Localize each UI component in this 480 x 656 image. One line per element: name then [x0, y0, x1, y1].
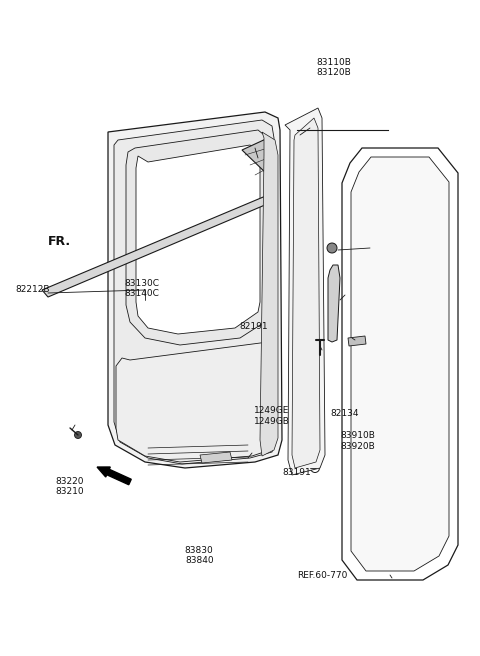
- FancyArrow shape: [97, 467, 131, 485]
- Circle shape: [258, 441, 266, 449]
- Circle shape: [327, 243, 337, 253]
- Text: 82212B: 82212B: [15, 285, 50, 295]
- Circle shape: [119, 176, 125, 184]
- Text: 82191: 82191: [239, 322, 268, 331]
- Text: 83910B
83920B: 83910B 83920B: [341, 431, 376, 451]
- Circle shape: [171, 346, 179, 354]
- Text: FR.: FR.: [48, 235, 71, 248]
- Circle shape: [258, 191, 266, 199]
- Polygon shape: [292, 118, 320, 468]
- Polygon shape: [200, 452, 232, 463]
- Circle shape: [258, 141, 266, 149]
- Polygon shape: [348, 336, 366, 346]
- Text: 83191: 83191: [282, 468, 311, 477]
- Polygon shape: [351, 157, 449, 571]
- Circle shape: [134, 356, 142, 364]
- Circle shape: [311, 464, 320, 472]
- Circle shape: [216, 341, 224, 349]
- Circle shape: [74, 432, 82, 438]
- Circle shape: [134, 306, 142, 314]
- Circle shape: [119, 396, 125, 403]
- Text: 83220
83210: 83220 83210: [55, 477, 84, 497]
- Text: 83830
83840: 83830 83840: [185, 546, 214, 565]
- Text: REF.60-770: REF.60-770: [297, 571, 347, 581]
- Polygon shape: [242, 138, 268, 175]
- Polygon shape: [285, 108, 325, 475]
- Circle shape: [258, 341, 266, 349]
- Circle shape: [119, 346, 125, 354]
- Polygon shape: [114, 120, 276, 464]
- Polygon shape: [342, 148, 458, 580]
- Text: 83110B
83120B: 83110B 83120B: [316, 58, 351, 77]
- Ellipse shape: [165, 374, 225, 446]
- Circle shape: [258, 291, 266, 299]
- Polygon shape: [260, 132, 278, 456]
- Text: 1249GE
1249GB: 1249GE 1249GB: [254, 406, 290, 426]
- Circle shape: [134, 256, 142, 264]
- Polygon shape: [328, 265, 340, 342]
- Polygon shape: [42, 195, 272, 297]
- Circle shape: [258, 241, 266, 249]
- Text: 83130C
83140C: 83130C 83140C: [124, 279, 159, 298]
- Polygon shape: [126, 130, 270, 345]
- Circle shape: [119, 226, 125, 234]
- Polygon shape: [108, 112, 282, 468]
- Circle shape: [134, 206, 142, 214]
- Circle shape: [134, 158, 142, 166]
- Polygon shape: [116, 342, 274, 462]
- Circle shape: [134, 404, 142, 412]
- Polygon shape: [136, 145, 260, 334]
- Text: 82134: 82134: [330, 409, 359, 418]
- Circle shape: [258, 391, 266, 399]
- Circle shape: [134, 446, 142, 454]
- Circle shape: [119, 287, 125, 293]
- Circle shape: [119, 436, 125, 443]
